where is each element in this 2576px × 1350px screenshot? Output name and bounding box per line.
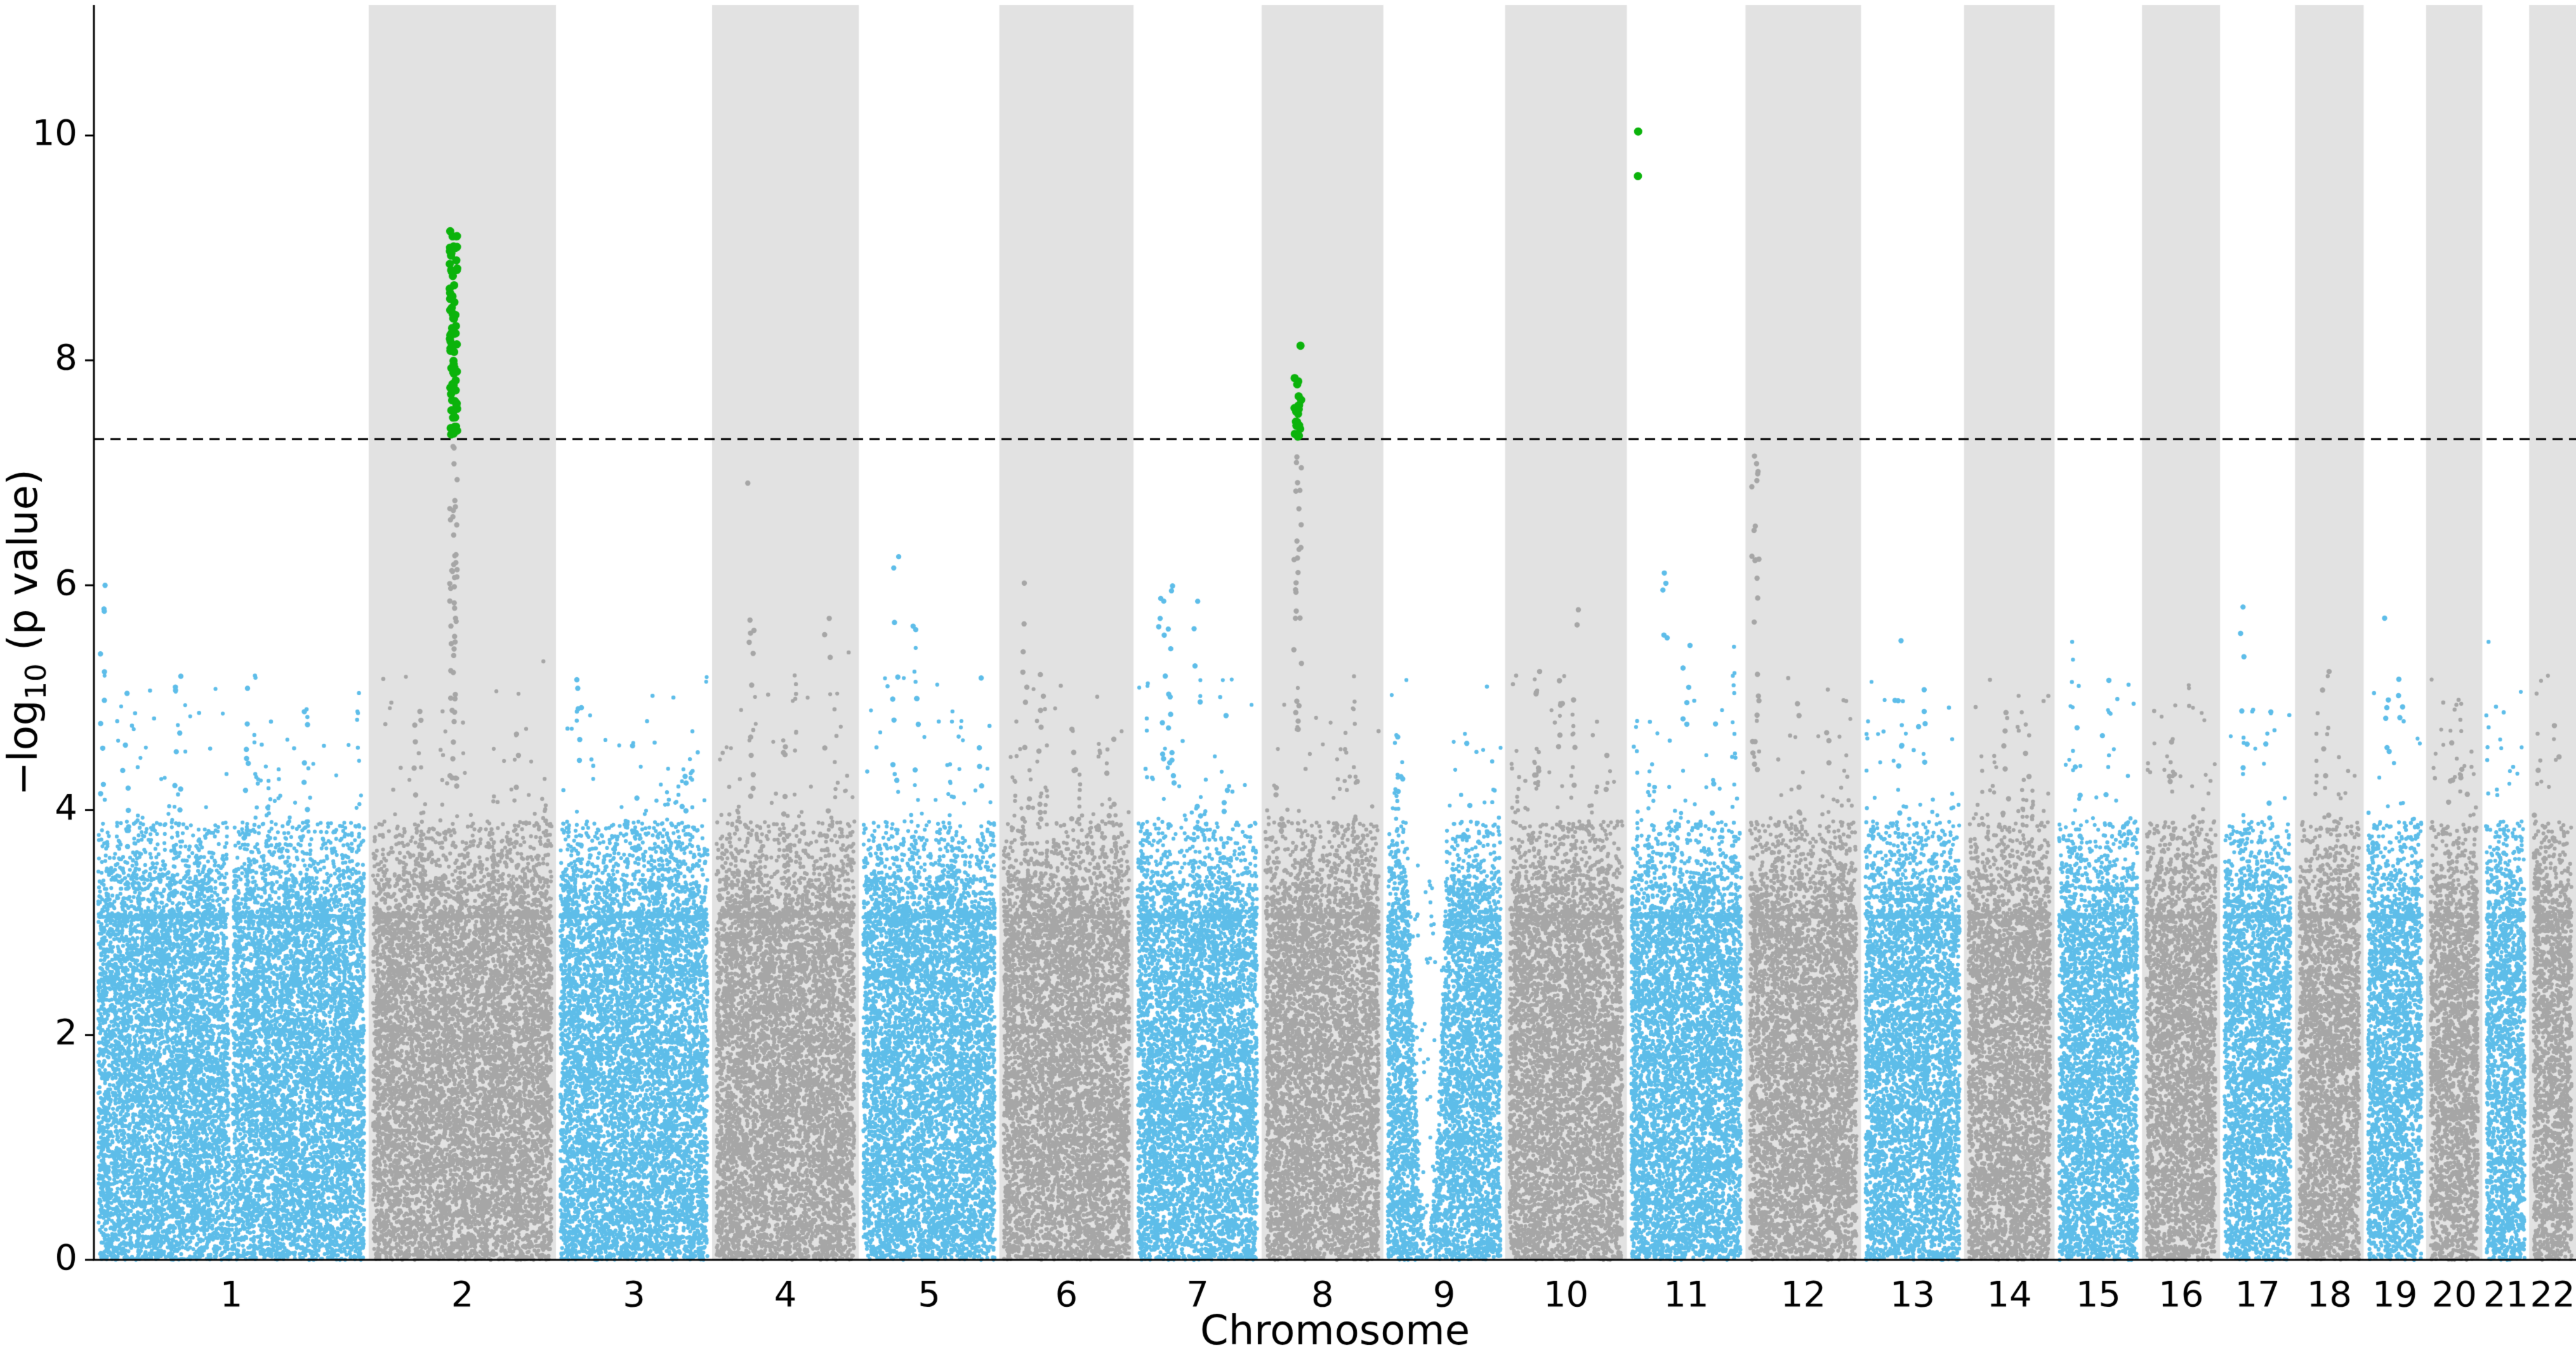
manhattan-plot-canvas (0, 0, 2576, 1350)
manhattan-plot (0, 0, 2576, 1350)
